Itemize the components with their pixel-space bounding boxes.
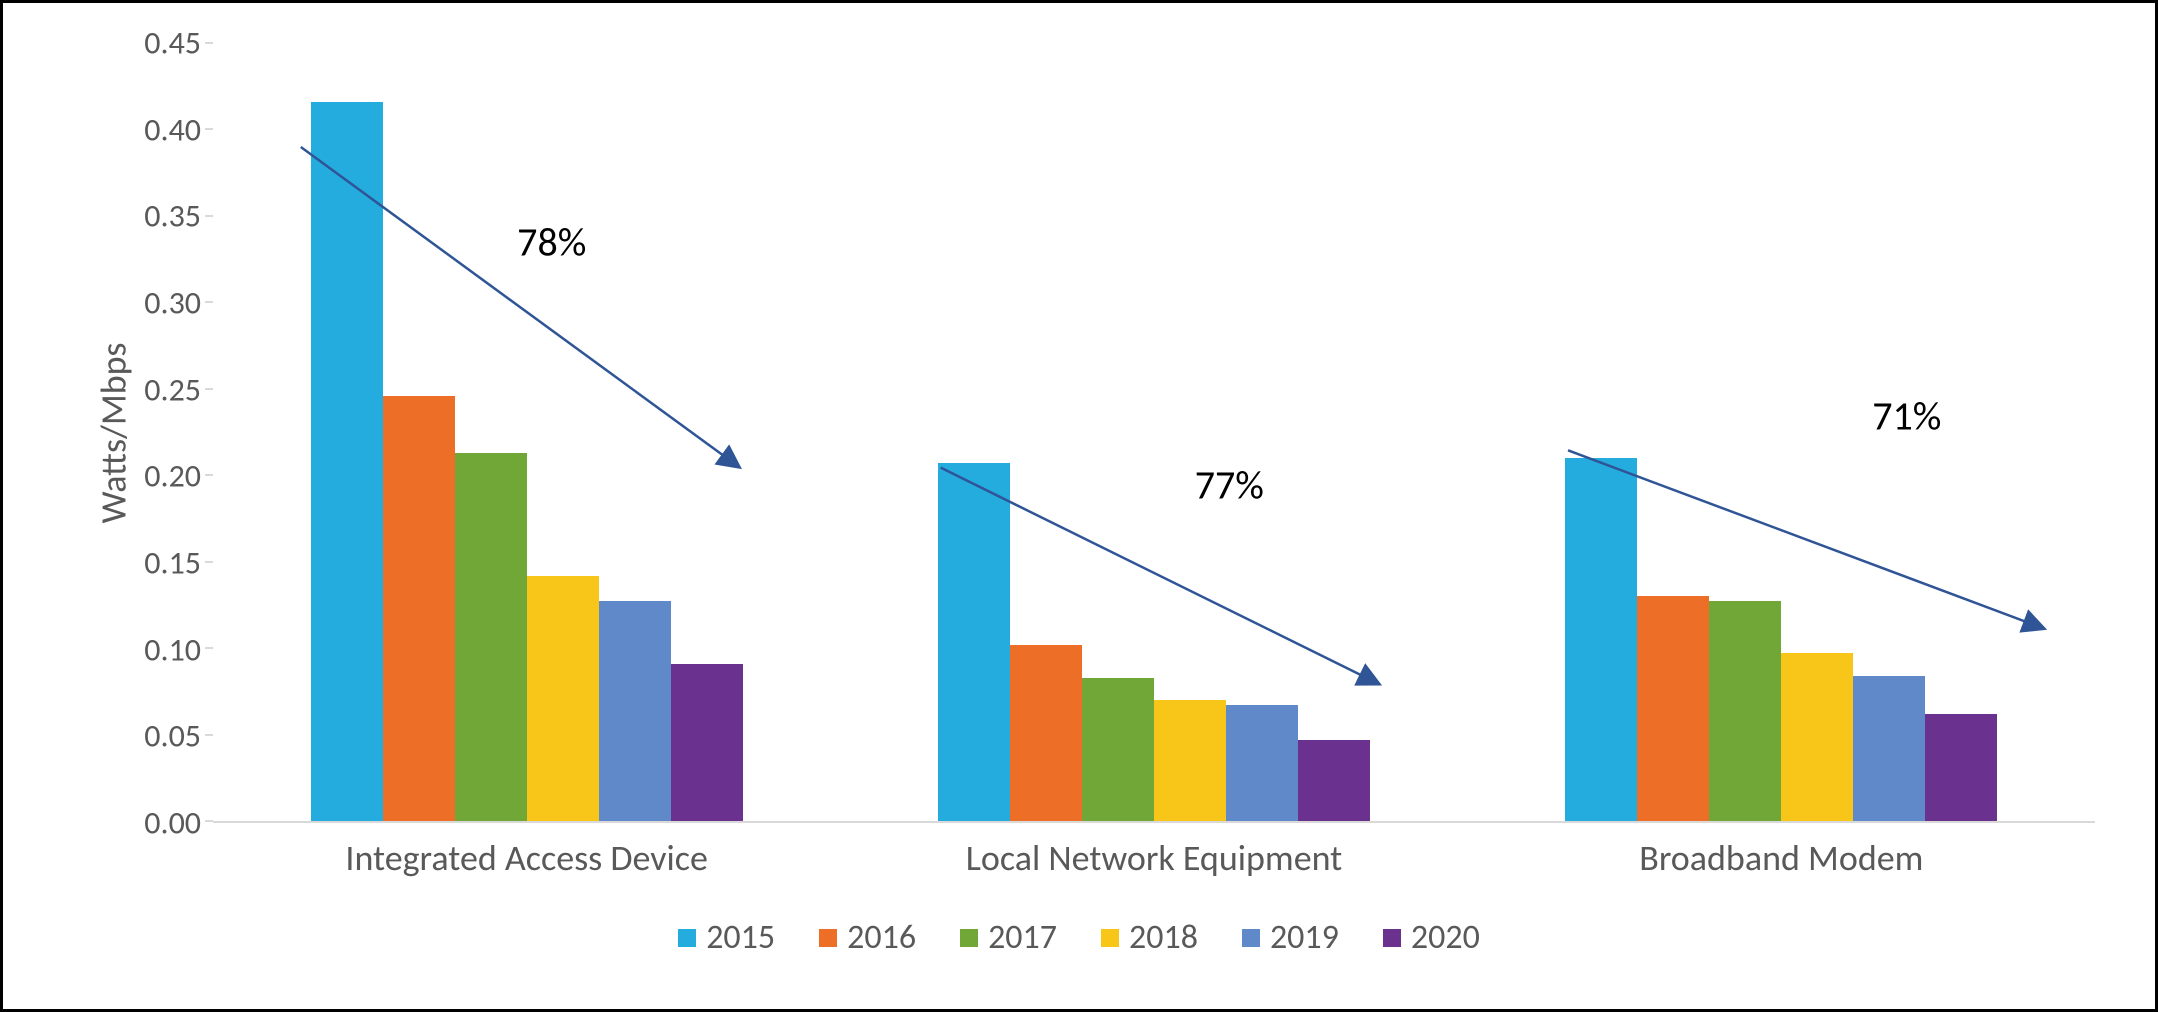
bar-groups [213,43,2095,821]
x-axis-labels: Integrated Access DeviceLocal Network Eq… [213,823,2095,893]
bar [938,463,1010,821]
bar [1637,596,1709,821]
bar [1925,714,1997,821]
legend-swatch [960,929,978,947]
legend-swatch [819,929,837,947]
legend-swatch [1242,929,1260,947]
legend-label: 2016 [847,917,916,958]
legend-swatch [678,929,696,947]
x-axis-label: Integrated Access Device [213,836,840,880]
y-tick-mark [205,215,213,217]
bar [1781,653,1853,821]
y-tick-mark [205,820,213,822]
y-tick-label: 0.05 [144,717,201,756]
legend-item: 2016 [819,917,916,958]
y-tick-label: 0.30 [144,284,201,323]
chart-frame: Watts/Mbps 0.00 0.05 0.10 0.15 0.20 0.25 0.30 0… [0,0,2158,1012]
y-tick-label: 0.20 [144,457,201,496]
y-tick-label: 0.25 [144,370,201,409]
bar [1226,705,1298,821]
legend-swatch [1101,929,1119,947]
bar [1853,676,1925,821]
y-tick-label: 0.40 [144,110,201,149]
legend-label: 2020 [1411,917,1480,958]
x-axis-label: Broadband Modem [1468,836,2095,880]
bar-group [213,43,840,821]
y-tick-mark [205,734,213,736]
y-axis: 0.000.050.100.150.200.250.300.350.400.45 [123,43,213,823]
y-tick-mark [205,42,213,44]
y-tick-label: 0.00 [144,804,201,843]
y-tick-mark [205,301,213,303]
legend-label: 2015 [706,917,775,958]
bar [1565,458,1637,821]
bar [599,601,671,821]
bar [455,453,527,821]
plot-area: 78%77%71% [213,43,2095,823]
bar [1154,700,1226,821]
ylabel-wrap: Watts/Mbps [63,43,123,823]
y-tick-mark [205,128,213,130]
x-axis-label: Local Network Equipment [840,836,1467,880]
legend-label: 2018 [1129,917,1198,958]
bar-group [840,43,1467,821]
bar-group [1468,43,2095,821]
y-tick-mark [205,474,213,476]
y-tick-mark [205,561,213,563]
legend-item: 2015 [678,917,775,958]
y-tick-label: 0.10 [144,630,201,669]
legend-item: 2020 [1383,917,1480,958]
bar [1709,601,1781,821]
bar [671,664,743,821]
legend-item: 2017 [960,917,1057,958]
bar [383,396,455,821]
bar [1010,645,1082,821]
y-tick-mark [205,388,213,390]
legend-label: 2019 [1270,917,1339,958]
bar [1082,678,1154,821]
legend-item: 2018 [1101,917,1198,958]
y-tick-mark [205,647,213,649]
bar [311,102,383,821]
y-tick-label: 0.35 [144,197,201,236]
bar [527,576,599,822]
legend-label: 2017 [988,917,1057,958]
legend-item: 2019 [1242,917,1339,958]
y-tick-label: 0.15 [144,544,201,583]
bar [1298,740,1370,821]
legend: 2015 2016 2017 2018 2019 2020 [63,917,2095,958]
plot-wrap: 0.000.050.100.150.200.250.300.350.400.45… [123,43,2095,823]
y-tick-label: 0.45 [144,24,201,63]
chart-body: Watts/Mbps 0.000.050.100.150.200.250.300… [63,43,2095,823]
legend-swatch [1383,929,1401,947]
